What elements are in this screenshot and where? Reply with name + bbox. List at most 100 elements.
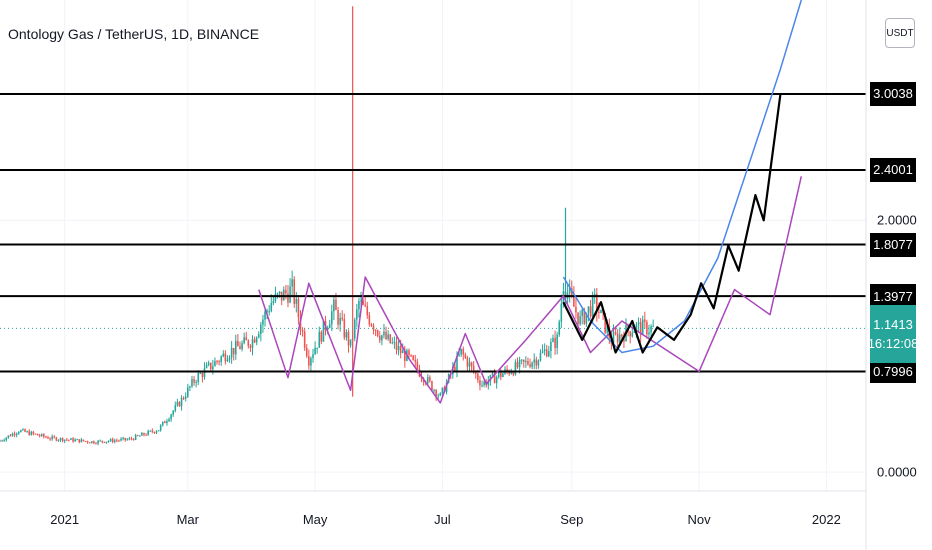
candle-body [63,439,66,442]
candle-body [618,334,621,343]
candle-body [330,311,333,325]
candle-body [189,386,191,388]
candle-body [518,359,521,368]
candle-body [153,431,156,433]
candle-body [456,355,458,371]
candle-body [514,362,517,375]
candle-body [470,362,473,366]
candle-body [481,385,483,387]
candle-body [589,306,592,317]
candle-body [99,440,101,442]
candle-body [374,330,377,332]
candle-body [86,441,89,443]
candle-body [558,321,561,335]
candle-body [575,306,577,313]
candle-body [7,435,10,438]
x-tick-label: Nov [687,512,711,527]
candle-body [262,319,264,325]
candle-body [293,279,296,304]
candle-body [95,443,97,445]
candle-body [560,303,563,322]
x-tick-label: Sep [560,512,584,527]
candle-body [43,434,45,437]
candle-body [533,359,536,363]
candle-body [308,356,310,366]
candle-body [157,430,160,432]
x-tick-label: 2021 [50,512,80,527]
candle-body [122,437,124,439]
candle-body [297,298,300,318]
candle-body [209,362,212,370]
candle-body [13,433,16,435]
x-tick-label: May [302,512,328,527]
candle-body [145,434,147,436]
candle-body [222,353,225,357]
candle-body [101,440,104,442]
candle-body [474,371,477,374]
candle-body [268,311,270,313]
candle-body [631,332,634,337]
candle-body [70,438,72,440]
candle-body [512,372,515,375]
candle-body [381,335,383,341]
candle-body [193,379,195,383]
candle-body [472,365,475,372]
candle-body [180,397,183,407]
candle-body [410,354,412,356]
candle-body [228,357,231,360]
candle-body [552,337,554,342]
candle-body [545,349,548,357]
currency-button[interactable]: USDT [885,18,915,48]
candle-body [529,364,531,367]
candle-body [493,373,496,384]
candle-body [220,356,222,362]
candle-body [431,381,433,391]
candle-body [543,349,546,352]
candle-body [347,331,350,346]
candle-body [577,312,579,325]
blue-cup-curve [562,0,803,354]
candle-body [245,337,248,341]
candle-body [201,373,204,377]
candle-body [241,343,243,350]
candle-body [416,361,419,370]
candle-body [182,397,185,399]
candle-body [174,405,177,411]
candle-body [251,339,254,348]
candle-body [550,341,552,352]
candle-body [414,359,417,362]
y-tick-label: 2.0000 [877,212,917,228]
candle-body [289,286,291,303]
candle-body [616,333,619,343]
level-label: 2.4001 [870,157,916,182]
candle-body [345,331,348,338]
candle-body [520,359,523,361]
candle-body [59,438,62,440]
candle-body [487,381,490,386]
candle-body [393,341,396,343]
candle-body [389,334,392,343]
candle-body [353,319,356,339]
candle-body [1,440,3,442]
candle-body [151,430,154,432]
candle-body [172,410,174,415]
candle-body [370,324,373,326]
candle-body [274,293,277,301]
candle-body [385,331,387,340]
candle-body [612,332,615,344]
candle-body [34,433,37,435]
x-tick-label: 2022 [811,512,841,527]
candle-body [333,299,335,312]
candle-body [531,362,533,367]
candle-body [477,373,479,381]
candle-body [408,350,410,355]
candle-body [239,346,241,350]
candle-body [397,346,400,351]
candle-body [105,441,108,443]
chart-title: Ontology Gas / TetherUS, 1D, BINANCE [8,26,260,42]
candle-body [495,376,498,384]
candle-body [82,439,85,442]
candle-body [502,373,504,378]
candle-body [648,332,650,335]
